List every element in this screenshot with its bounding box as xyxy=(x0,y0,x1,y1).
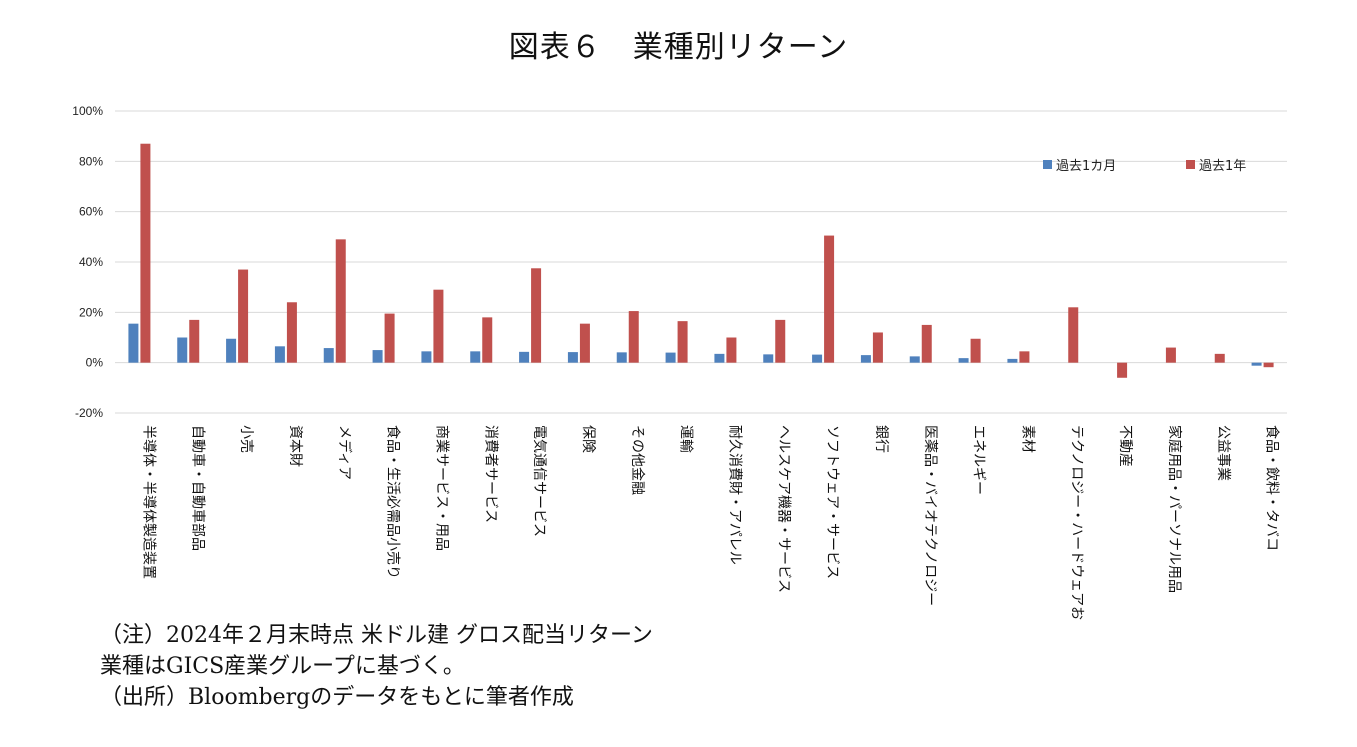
footnote-1: （注）2024年２月末時点 米ドル建 グロス配当リターン xyxy=(100,623,653,648)
bar-past-1y xyxy=(286,302,297,363)
bar-past-1y xyxy=(775,319,786,363)
y-tick-label: 80% xyxy=(79,154,103,168)
x-category-label: 自動車・自動車部品 xyxy=(189,425,206,551)
bar-past-1m xyxy=(177,337,188,363)
bar-past-1y xyxy=(189,319,200,363)
x-category-label: 不動産 xyxy=(1117,425,1133,467)
bar-past-1y xyxy=(726,337,737,363)
bar-past-1m xyxy=(1251,362,1262,366)
x-category-label: テクノロジー・ハードウェアおよび機器 xyxy=(1068,425,1084,620)
bar-past-1y xyxy=(531,268,542,363)
bar-past-1m xyxy=(1007,358,1018,363)
y-tick-label: 0% xyxy=(86,356,104,370)
legend-swatch xyxy=(1186,160,1195,169)
bar-past-1y xyxy=(140,143,151,363)
bar-past-1y xyxy=(482,317,493,363)
bar-past-1m xyxy=(860,355,871,363)
y-tick-label: 60% xyxy=(79,205,103,219)
chart-title: 図表６ 業種別リターン xyxy=(508,30,849,65)
x-category-label: 家庭用品・パーソナル用品 xyxy=(1166,425,1183,593)
x-category-label: 運輸 xyxy=(678,425,694,453)
bar-past-1m xyxy=(372,350,383,363)
x-category-label: 食品・飲料・タバコ xyxy=(1264,425,1281,551)
x-category-label: エネルギー xyxy=(971,425,987,495)
x-category-label: ヘルスケア機器・サービス xyxy=(775,425,791,593)
x-category-label: その他金融 xyxy=(629,425,645,495)
x-category-label: 資本財 xyxy=(287,425,303,467)
bar-past-1m xyxy=(470,351,481,363)
bar-past-1y xyxy=(335,239,346,363)
footnote-2: 業種はGICS産業グループに基づく。 xyxy=(100,654,465,679)
x-category-label: 小売 xyxy=(238,425,254,453)
bar-past-1y xyxy=(921,324,932,363)
y-tick-label: 20% xyxy=(79,305,103,319)
x-category-label: 銀行 xyxy=(873,425,889,453)
bar-past-1m xyxy=(714,353,725,363)
x-category-label: ソフトウェア・サービス xyxy=(824,425,840,579)
y-tick-label: 40% xyxy=(79,255,103,269)
bar-past-1m xyxy=(812,354,823,363)
bar-past-1m xyxy=(616,352,627,363)
bar-past-1y xyxy=(824,235,835,363)
x-category-label: 耐久消費財・アパレル xyxy=(726,425,742,565)
bar-past-1m xyxy=(958,358,969,363)
bar-past-1m xyxy=(274,346,285,363)
legend-swatch xyxy=(1043,160,1052,169)
legend-label: 過去1カ月 xyxy=(1056,159,1116,174)
bar-past-1y xyxy=(970,338,981,363)
bar-past-1y xyxy=(384,313,395,363)
bar-past-1m xyxy=(226,338,237,363)
bar-past-1y xyxy=(1117,362,1128,378)
bar-past-1m xyxy=(519,351,530,363)
x-category-label: メディア xyxy=(336,425,353,480)
bar-past-1y xyxy=(579,323,590,363)
y-tick-label: -20% xyxy=(75,406,103,420)
gridlines xyxy=(115,110,1287,414)
legend: 過去1カ月 過去1年 xyxy=(1043,159,1246,174)
x-category-label: 食品・生活必需品小売り xyxy=(385,425,402,579)
x-category-label: 半導体・半導体製造装置 xyxy=(140,425,156,579)
bars xyxy=(128,143,1274,378)
bar-past-1m xyxy=(421,351,432,363)
bar-past-1m xyxy=(128,323,139,363)
bar-chart: -20% 0% 20% 40% 60% 80% 100% 半導体・半導体製造装置 自動車・自動… xyxy=(72,104,1287,620)
footnote-3: （出所）Bloombergのデータをもとに筆者作成 xyxy=(100,685,574,710)
x-category-label: 素材 xyxy=(1019,425,1035,453)
legend-label: 過去1年 xyxy=(1199,159,1246,174)
bar-past-1m xyxy=(763,354,774,363)
x-category-label: 商業サービス・用品 xyxy=(433,425,449,551)
bar-past-1y xyxy=(628,311,639,363)
x-category-label: 公益事業 xyxy=(1215,425,1231,481)
bar-past-1m xyxy=(323,348,334,363)
y-axis-tick-labels: -20% 0% 20% 40% 60% 80% 100% xyxy=(72,104,103,420)
y-tick-label: 100% xyxy=(72,104,103,118)
bar-past-1y xyxy=(677,321,688,363)
x-category-label: 保険 xyxy=(580,425,596,453)
bar-past-1y xyxy=(872,332,883,363)
bar-past-1y xyxy=(1214,353,1225,363)
x-category-label: 電気通信サービス xyxy=(531,425,547,537)
bar-past-1y xyxy=(433,289,444,363)
x-category-label: 医薬品・バイオテクノロジー xyxy=(922,425,938,606)
bar-past-1m xyxy=(567,352,578,363)
bar-past-1m xyxy=(909,356,920,363)
x-axis-category-labels: 半導体・半導体製造装置 自動車・自動車部品 小売 資本財 メディア 食品・生活必需品小売り… xyxy=(140,425,1280,620)
bar-past-1y xyxy=(1068,307,1079,363)
bar-past-1y xyxy=(1263,362,1274,368)
bar-past-1m xyxy=(665,352,676,363)
bar-past-1y xyxy=(238,269,249,363)
footnotes: （注）2024年２月末時点 米ドル建 グロス配当リターン 業種はGICS産業グル… xyxy=(100,620,653,713)
x-category-label: 消費者サービス xyxy=(482,425,498,523)
bar-past-1y xyxy=(1165,347,1176,363)
bar-past-1y xyxy=(1019,351,1030,363)
